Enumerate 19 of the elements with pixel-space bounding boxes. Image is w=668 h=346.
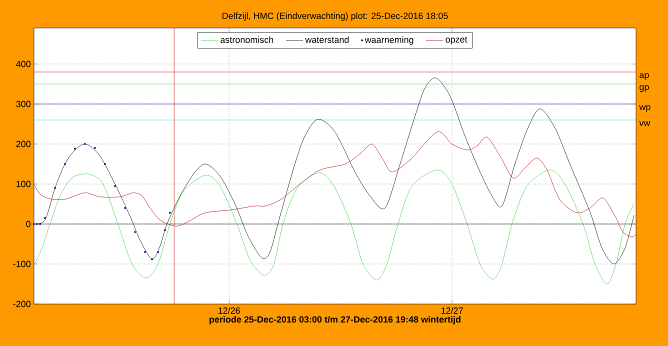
ref-line-label: ap: [640, 73, 649, 80]
x-tick-label: 12/26: [218, 307, 240, 314]
y-tick-label: 200: [16, 140, 30, 148]
ref-line-label: wp: [639, 105, 650, 112]
y-tick-label: 0: [26, 220, 30, 228]
legend-label: waterstand: [305, 36, 349, 43]
legend-label: waarneming: [364, 36, 414, 45]
legend-label: opzet: [446, 36, 468, 44]
y-tick-label: -100: [13, 260, 30, 268]
x-axis-title: periode 25-Dec-2016 03:00 t/m 27-Dec-2016 19:48 wintertijd: [210, 316, 460, 324]
y-tick-label: 100: [16, 180, 30, 188]
legend-label: astronomisch: [220, 36, 274, 43]
chart-title: Delfzijl, HMC (Eindverwachting) plot: 25-Dec-2016 18:05: [222, 12, 448, 21]
y-tick-label: 400: [16, 60, 30, 68]
ref-line-label: vw: [639, 121, 650, 126]
x-tick-label: 12/27: [441, 307, 463, 314]
y-tick-label: 300: [16, 100, 30, 108]
y-tick-label: -200: [13, 300, 30, 308]
ref-line-label: gp: [640, 85, 649, 92]
